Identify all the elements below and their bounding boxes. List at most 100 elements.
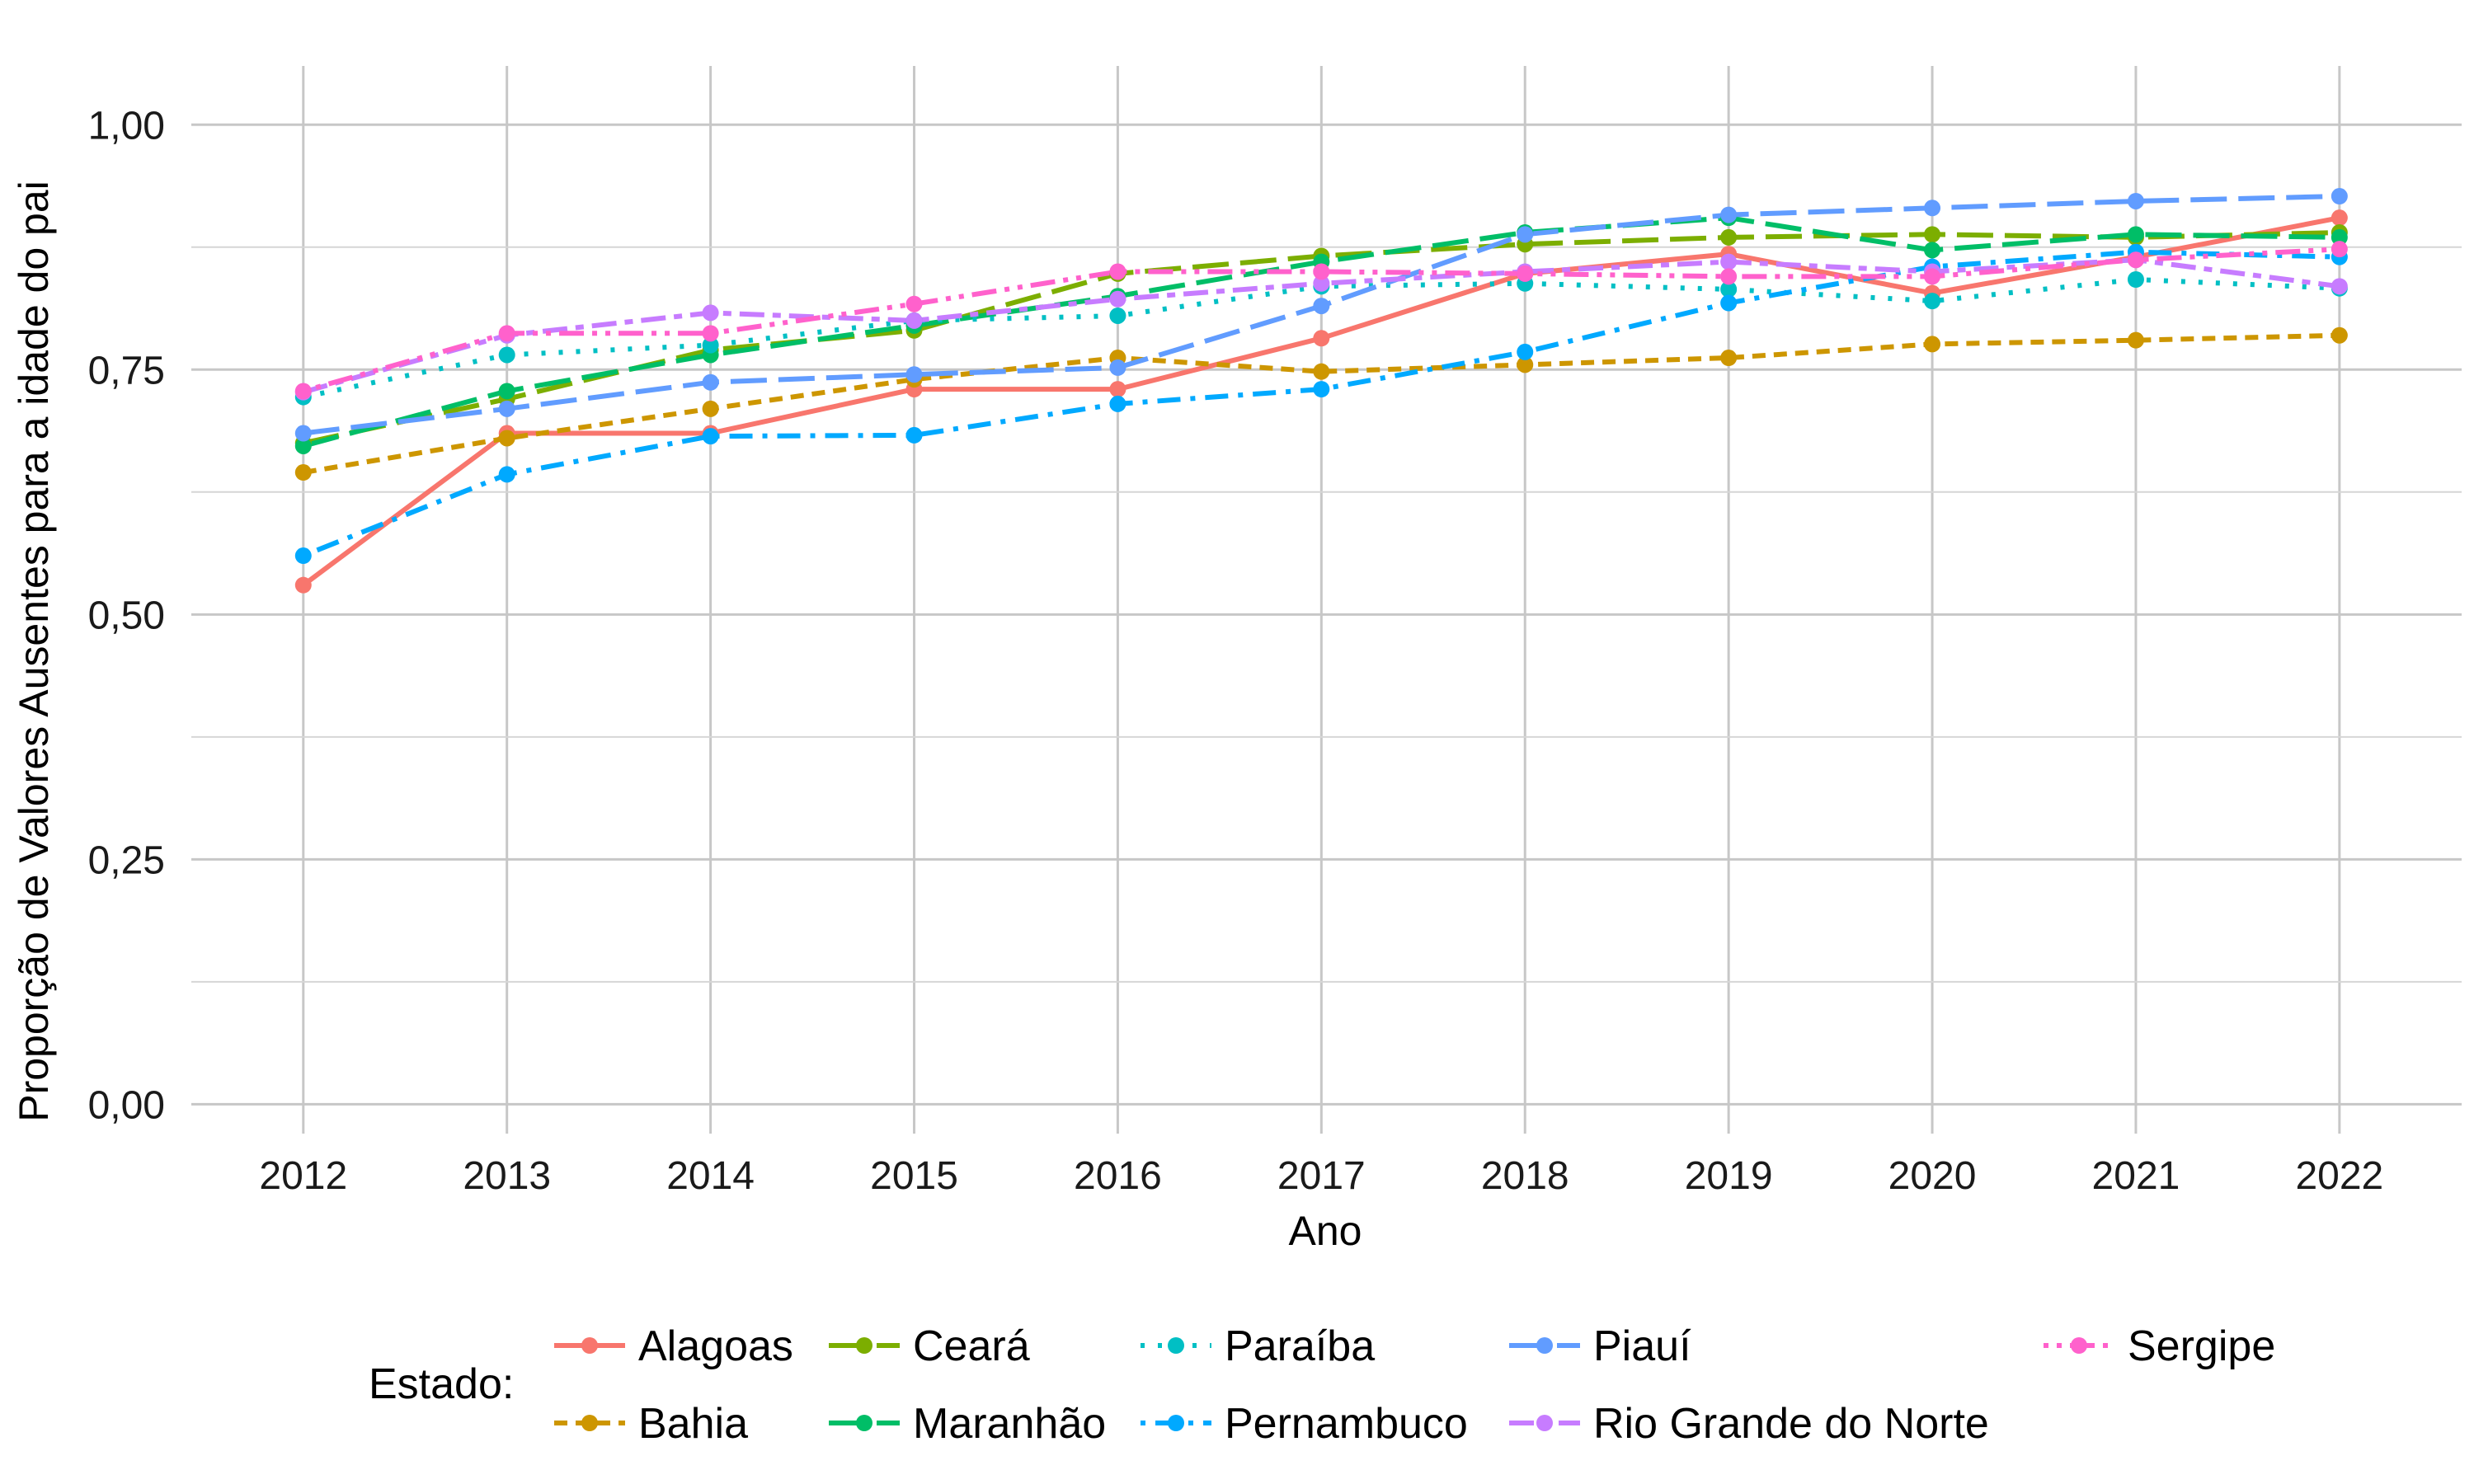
data-point-maranhao <box>1924 242 1941 259</box>
data-point-rio-grande-do-norte <box>702 304 719 322</box>
data-point-piaui <box>702 373 719 391</box>
data-point-pernambuco <box>498 466 515 483</box>
data-point-sergipe <box>702 325 719 342</box>
data-point-bahia <box>2331 326 2348 344</box>
data-point-rio-grande-do-norte <box>1720 253 1738 270</box>
data-point-piaui <box>1924 200 1941 217</box>
legend-label: Bahia <box>638 1400 748 1448</box>
legend-item-sergipe: Sergipe <box>2044 1322 2275 1370</box>
y-tick-label: 0,00 <box>88 1083 165 1127</box>
data-point-sergipe <box>1924 268 1941 285</box>
data-point-pernambuco <box>294 547 312 565</box>
data-point-piaui <box>498 400 515 417</box>
legend-item-ceara: Ceará <box>829 1322 1030 1370</box>
legend-label: Piauí <box>1593 1322 1691 1370</box>
data-point-maranhao <box>294 437 312 454</box>
x-tick-label: 2020 <box>1888 1154 1977 1198</box>
x-tick-label: 2012 <box>259 1154 347 1198</box>
data-point-sergipe <box>294 383 312 400</box>
legend-item-piaui: Piauí <box>1509 1322 1691 1370</box>
x-tick-label: 2014 <box>666 1154 755 1198</box>
data-point-bahia <box>294 464 312 481</box>
x-tick-label: 2022 <box>2295 1154 2383 1198</box>
data-point-pernambuco <box>1313 381 1330 398</box>
data-point-alagoas <box>2331 209 2348 227</box>
data-point-bahia <box>2127 331 2144 349</box>
x-tick-labels: 2012 2013 2014 2015 2016 2017 2018 2019 2020 2021… <box>259 1154 2383 1198</box>
data-point-sergipe <box>498 325 515 342</box>
data-point-pernambuco <box>1109 395 1126 412</box>
data-point-paraiba <box>498 346 515 364</box>
data-point-pernambuco <box>702 428 719 445</box>
legend-key-point <box>1536 1337 1553 1354</box>
y-tick-labels: 0,00 0,25 0,50 0,75 1,00 <box>88 104 165 1127</box>
data-points <box>294 188 2348 594</box>
data-point-maranhao <box>2127 226 2144 243</box>
data-point-paraiba <box>702 336 719 354</box>
data-point-rio-grande-do-norte <box>1313 275 1330 292</box>
data-point-piaui <box>2127 192 2144 209</box>
legend-label: Sergipe <box>2128 1322 2275 1370</box>
legend-item-alagoas: Alagoas <box>554 1322 793 1370</box>
y-axis-title: Proporção de Valores Ausentes para a ida… <box>11 181 57 1122</box>
legend-key-point <box>2071 1337 2087 1354</box>
x-tick-label: 2021 <box>2092 1154 2180 1198</box>
x-axis-title: Ano <box>1289 1208 1362 1254</box>
y-tick-label: 0,25 <box>88 838 165 882</box>
data-point-ceara <box>1720 228 1738 246</box>
data-point-pernambuco <box>1517 343 1534 360</box>
x-tick-label: 2017 <box>1277 1154 1366 1198</box>
legend-label: Alagoas <box>638 1322 793 1370</box>
series-line-sergipe <box>302 247 2340 394</box>
legend-key-point <box>1536 1415 1553 1431</box>
data-point-rio-grande-do-norte <box>1109 290 1126 308</box>
data-point-sergipe <box>905 295 923 312</box>
data-point-bahia <box>1313 363 1330 380</box>
legend-label: Maranhão <box>913 1400 1106 1448</box>
legend-key-point <box>1168 1415 1184 1431</box>
data-point-alagoas <box>1313 330 1330 347</box>
data-point-sergipe <box>1517 265 1534 282</box>
x-tick-label: 2016 <box>1074 1154 1162 1198</box>
data-point-bahia <box>1720 350 1738 367</box>
legend-label: Rio Grande do Norte <box>1593 1400 1989 1448</box>
data-point-piaui <box>905 366 923 383</box>
data-point-sergipe <box>1720 268 1738 285</box>
data-point-rio-grande-do-norte <box>905 312 923 329</box>
data-point-paraiba <box>1720 280 1738 298</box>
x-tick-label: 2019 <box>1685 1154 1773 1198</box>
data-point-pernambuco <box>1720 294 1738 312</box>
data-point-bahia <box>1517 356 1534 373</box>
data-point-pernambuco <box>905 426 923 444</box>
legend-item-bahia: Bahia <box>554 1400 748 1448</box>
data-point-paraiba <box>1924 293 1941 310</box>
data-point-sergipe <box>1109 263 1126 280</box>
legend-item-maranhao: Maranhão <box>829 1400 1106 1448</box>
data-point-rio-grande-do-norte <box>2331 278 2348 295</box>
data-point-piaui <box>1720 206 1738 223</box>
data-point-bahia <box>702 400 719 417</box>
data-point-ceara <box>1924 226 1941 243</box>
data-point-piaui <box>1517 226 1534 243</box>
x-tick-label: 2015 <box>870 1154 958 1198</box>
data-point-sergipe <box>2127 251 2144 269</box>
y-tick-label: 0,50 <box>88 594 165 637</box>
legend-label: Paraíba <box>1225 1322 1375 1370</box>
legend-label: Pernambuco <box>1225 1400 1468 1448</box>
data-point-paraiba <box>2127 271 2144 288</box>
legend-item-rio-grande-do-norte: Rio Grande do Norte <box>1509 1400 1989 1448</box>
data-point-piaui <box>1109 359 1126 376</box>
data-point-alagoas <box>294 576 312 594</box>
data-point-sergipe <box>2331 241 2348 258</box>
legend-label: Ceará <box>913 1322 1030 1370</box>
data-point-bahia <box>1924 336 1941 353</box>
legend: Estado: Alagoas Bahia Ceará Maranhão Paraíba… <box>369 1322 2275 1448</box>
data-point-piaui <box>294 425 312 442</box>
legend-item-pernambuco: Pernambuco <box>1141 1400 1468 1448</box>
legend-key-point <box>856 1337 872 1354</box>
legend-key-point <box>581 1337 598 1354</box>
legend-key-point <box>856 1415 872 1431</box>
data-point-piaui <box>1313 298 1330 315</box>
legend-title: Estado: <box>369 1360 514 1408</box>
